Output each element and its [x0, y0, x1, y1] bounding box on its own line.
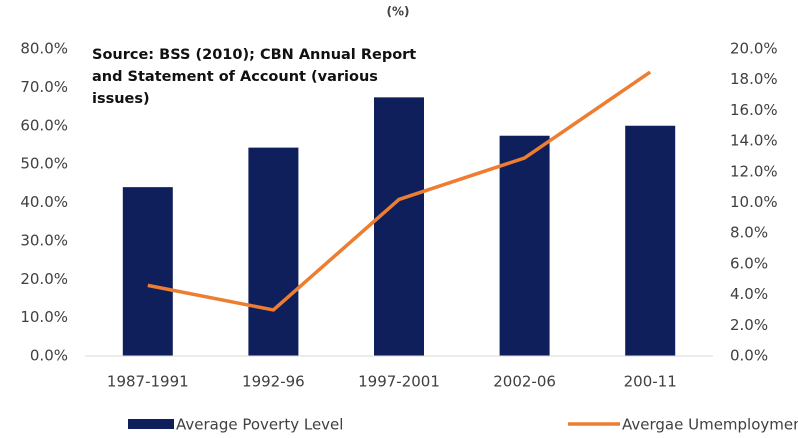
y-tick-label: 60.0%	[20, 116, 68, 134]
x-tick-label: 1992-96	[242, 373, 305, 391]
legend-label: Average Poverty Level	[176, 416, 343, 434]
y2-tick-label: 16.0%	[730, 101, 778, 119]
annotation: Source: BSS (2010); CBN Annual Report an…	[92, 47, 417, 107]
bar	[625, 125, 676, 356]
x-tick-label: 200-11	[624, 373, 677, 391]
y2-tick-label: 2.0%	[730, 316, 768, 334]
bar	[122, 187, 173, 356]
bar	[374, 97, 424, 356]
y-tick-label: 30.0%	[20, 231, 68, 249]
chart-title: (%)	[387, 5, 410, 19]
y-tick-label: 10.0%	[20, 308, 68, 326]
y-tick-label: 0.0%	[30, 347, 68, 365]
y2-tick-label: 4.0%	[730, 285, 768, 303]
y2-tick-label: 20.0%	[730, 40, 778, 58]
y2-tick-label: 12.0%	[730, 162, 778, 180]
y2-tick-label: 6.0%	[730, 254, 768, 272]
x-tick-label: 1987-1991	[107, 373, 189, 391]
x-tick-label: 2002-06	[493, 373, 556, 391]
y2-tick-label: 8.0%	[730, 224, 768, 242]
line	[147, 70, 652, 312]
y2-tick-label: 18.0%	[730, 70, 778, 88]
y-tick-label: 50.0%	[20, 155, 68, 173]
x-tick-label: 1997-2001	[358, 373, 440, 391]
y2-tick-label: 14.0%	[730, 132, 778, 150]
y-tick-label: 40.0%	[20, 193, 68, 211]
legend-label: Avergae Umemployment Growth	[622, 416, 798, 434]
bar	[248, 147, 299, 356]
y2-tick-label: 0.0%	[730, 347, 768, 365]
y-tick-label: 70.0%	[20, 78, 68, 96]
y-tick-label: 20.0%	[20, 270, 68, 288]
bar	[499, 135, 550, 356]
y-tick-label: 80.0%	[20, 40, 68, 58]
legend-swatch	[128, 419, 174, 429]
y2-tick-label: 10.0%	[730, 193, 778, 211]
